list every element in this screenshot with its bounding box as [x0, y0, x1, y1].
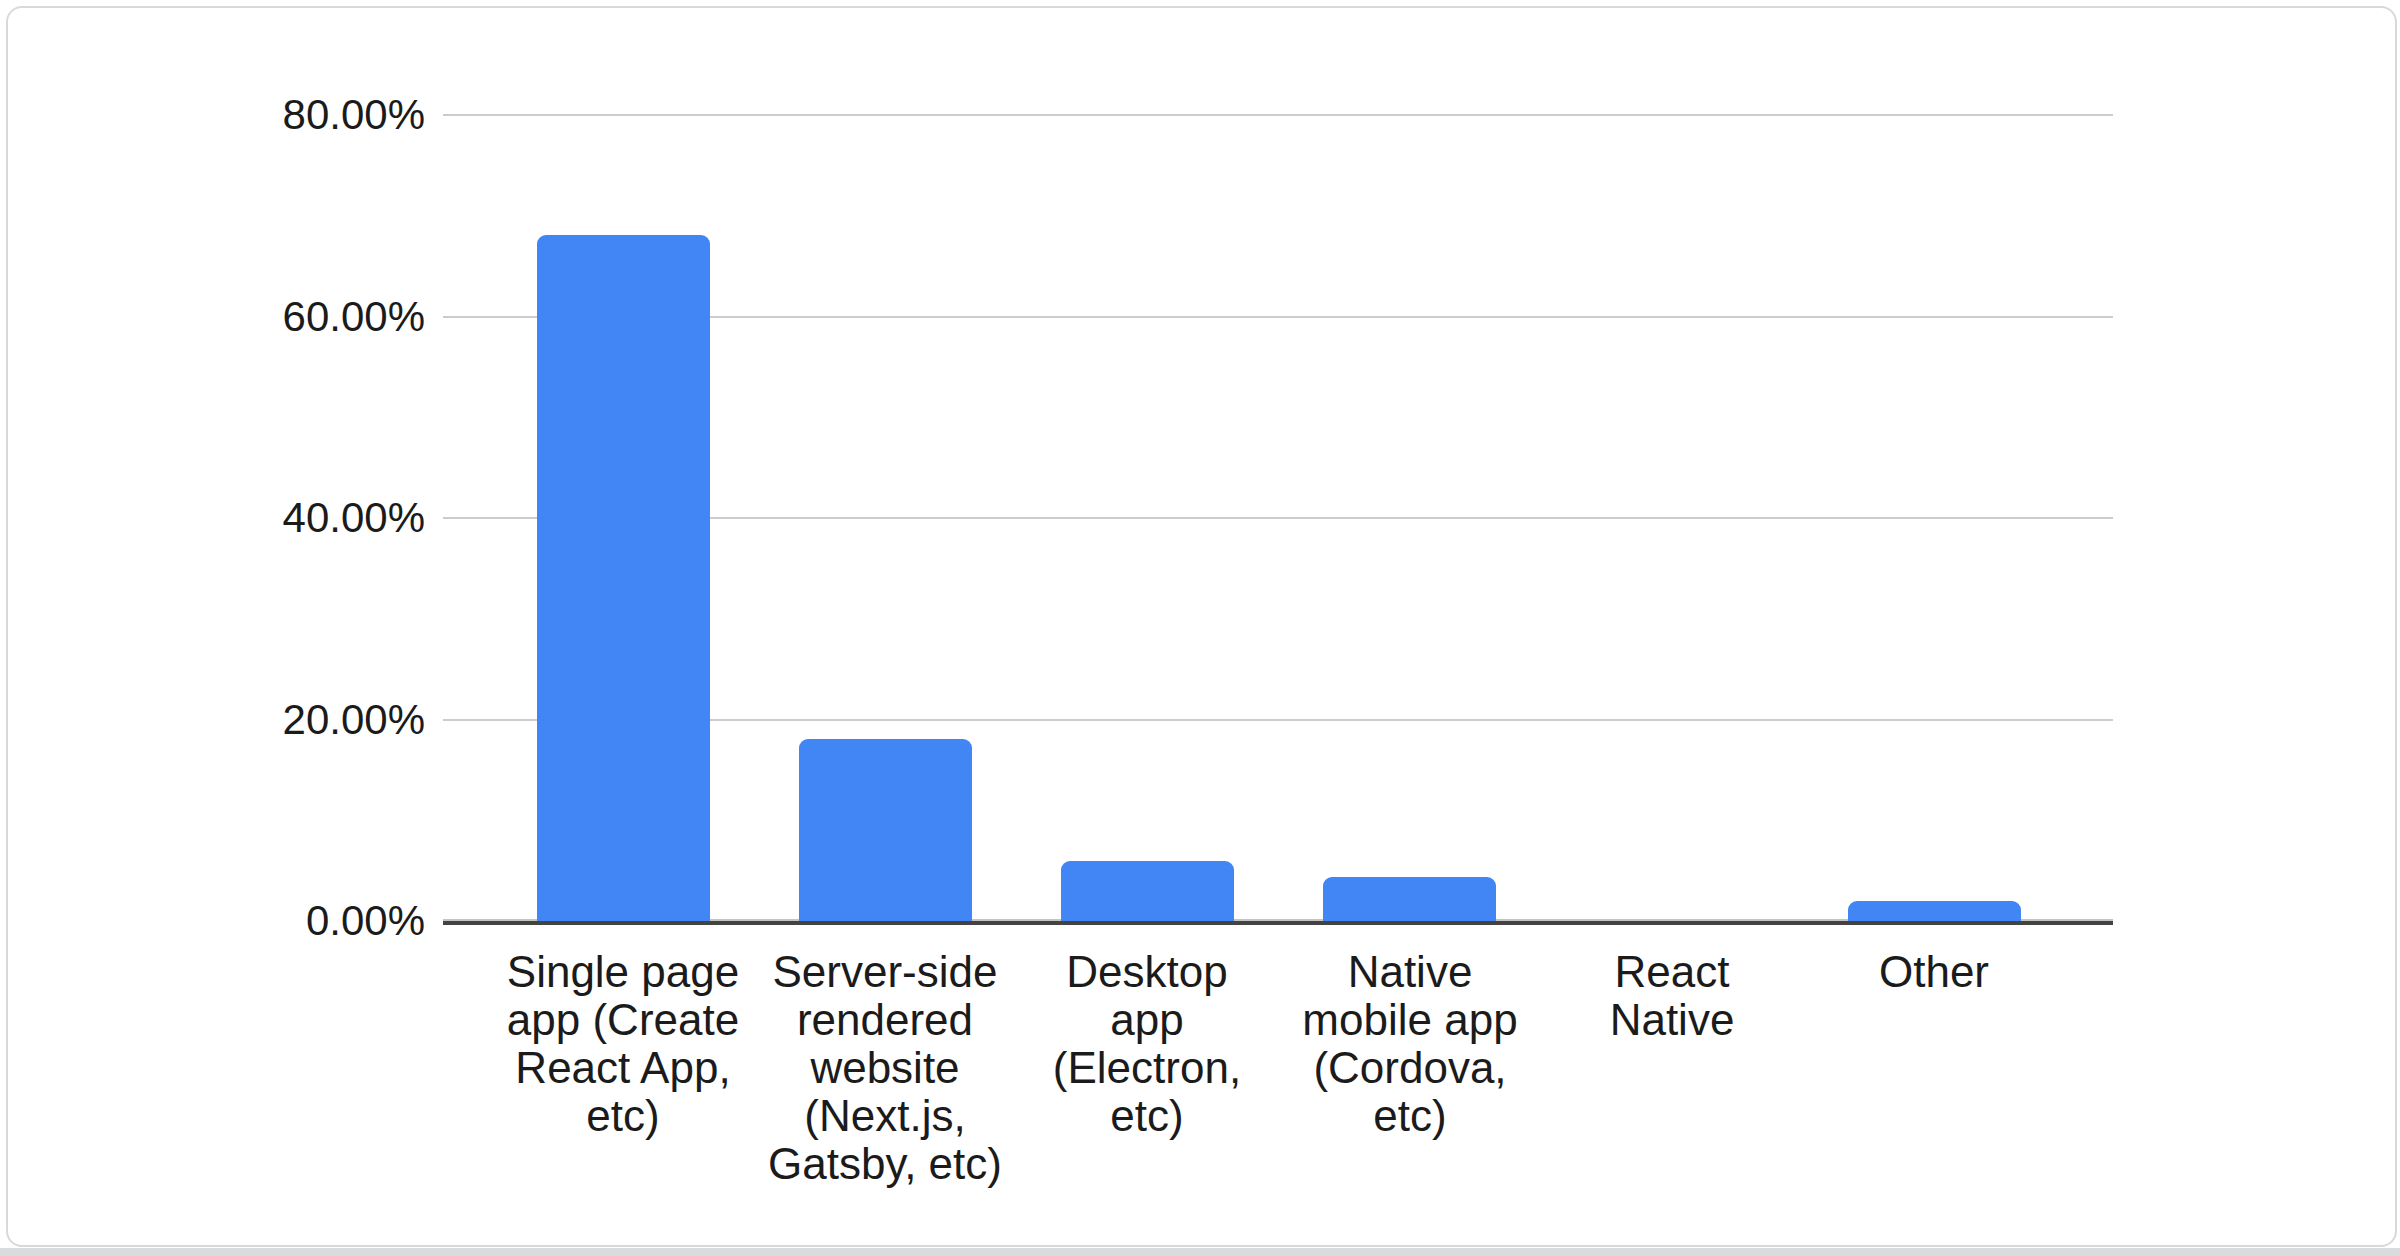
y-axis-tick-label: 80.00% — [105, 91, 425, 139]
bar-other — [1848, 901, 2021, 923]
bar-single-page-app-create-react-app-etc — [537, 235, 710, 923]
category-label-other: Other — [1774, 948, 2094, 996]
y-axis-tick-label: 0.00% — [105, 897, 425, 945]
bar-server-side-rendered-website-next-js-gatsby-etc — [799, 739, 972, 923]
bar-chart-plot-area: 80.00%60.00%40.00%20.00%0.00%Single page… — [0, 0, 2400, 1256]
x-axis-line — [443, 921, 2113, 925]
gridline-80 — [443, 114, 2113, 116]
bar-native-mobile-app-cordova-etc — [1323, 877, 1496, 923]
y-axis-tick-label: 40.00% — [105, 494, 425, 542]
y-axis-tick-label: 20.00% — [105, 696, 425, 744]
bar-desktop-app-electron-etc — [1061, 861, 1234, 923]
y-axis-tick-label: 60.00% — [105, 293, 425, 341]
